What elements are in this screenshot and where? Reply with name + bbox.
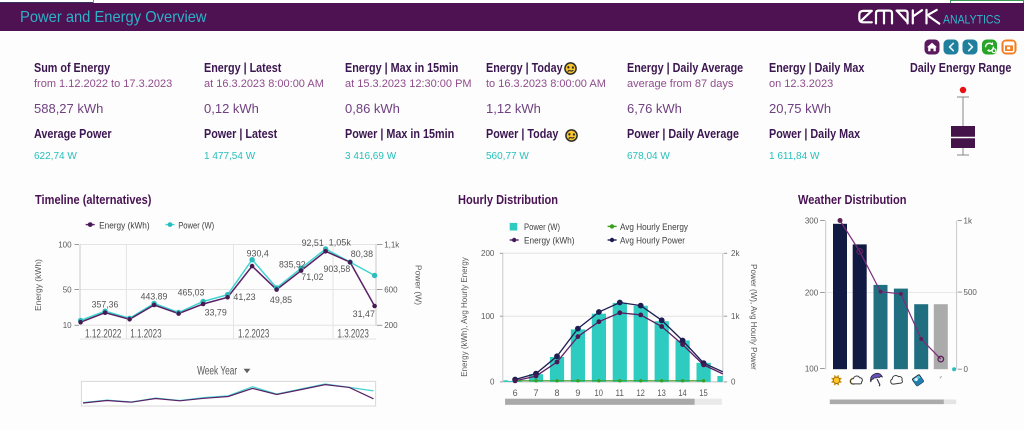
svg-text:300: 300 (805, 216, 819, 225)
svg-text:33,79: 33,79 (205, 308, 227, 319)
svg-text:200: 200 (384, 321, 398, 330)
svg-text:13: 13 (657, 388, 665, 398)
svg-text:71,02: 71,02 (301, 272, 323, 283)
svg-text:10: 10 (595, 388, 603, 398)
svg-text:10: 10 (63, 321, 72, 330)
svg-text:80,38: 80,38 (351, 249, 373, 260)
svg-text:Energy (kWh): Energy (kWh) (524, 236, 575, 246)
svg-text:11: 11 (616, 388, 624, 398)
svg-text:1.3.2023: 1.3.2023 (338, 327, 370, 341)
svg-text:31,47: 31,47 (353, 309, 375, 320)
svg-text:9: 9 (575, 388, 580, 398)
svg-text:357,36: 357,36 (92, 300, 119, 311)
svg-text:12: 12 (636, 388, 644, 398)
svg-text:443.89: 443.89 (141, 291, 168, 302)
svg-text:100: 100 (805, 364, 819, 373)
svg-text:49,85: 49,85 (270, 295, 292, 306)
svg-text:Power (W): Power (W) (178, 220, 214, 230)
svg-text:Power (W), Avg Hourly Power: Power (W), Avg Hourly Power (749, 264, 758, 370)
svg-text:100: 100 (481, 312, 495, 321)
svg-text:8: 8 (554, 388, 559, 398)
svg-text:1k: 1k (964, 216, 973, 225)
svg-text:7: 7 (534, 388, 539, 398)
svg-text:Energy (kWh): Energy (kWh) (99, 220, 150, 230)
svg-text:50: 50 (63, 285, 72, 294)
svg-text:Power (W): Power (W) (414, 265, 424, 305)
svg-text:ANALYTICS: ANALYTICS (943, 15, 1001, 27)
svg-text:600: 600 (384, 285, 398, 294)
svg-text:100: 100 (58, 240, 72, 249)
svg-text:1.1.2023: 1.1.2023 (130, 327, 162, 341)
svg-text:1,1k: 1,1k (384, 240, 400, 249)
svg-text:41,23: 41,23 (233, 292, 255, 303)
svg-text:930,4: 930,4 (247, 248, 269, 259)
svg-text:Power (W): Power (W) (524, 222, 560, 232)
svg-text:0: 0 (490, 378, 495, 387)
svg-text:Energy (kWh): Energy (kWh) (33, 259, 43, 311)
svg-text:Avg Hourly Energy: Avg Hourly Energy (620, 222, 688, 232)
svg-text:2k: 2k (731, 249, 740, 258)
svg-text:200: 200 (481, 249, 495, 258)
svg-text:1.2.2023: 1.2.2023 (238, 327, 270, 341)
svg-text:Avg Hourly Power: Avg Hourly Power (620, 236, 685, 246)
svg-text:1.12.2022: 1.12.2022 (85, 327, 122, 341)
svg-text:14: 14 (678, 388, 686, 398)
svg-text:465,03: 465,03 (178, 288, 205, 299)
svg-text:0: 0 (731, 378, 736, 387)
svg-text:1k: 1k (731, 312, 740, 321)
svg-text:92,51: 92,51 (302, 238, 324, 249)
svg-text:1,05k: 1,05k (329, 237, 351, 248)
svg-text:6: 6 (513, 388, 518, 398)
svg-text:903,58: 903,58 (324, 264, 351, 275)
svg-text:835,92: 835,92 (279, 259, 306, 270)
svg-text:Energy (kWh), Avg Hourly Energ: Energy (kWh), Avg Hourly Energy (460, 257, 469, 376)
svg-text:500: 500 (964, 288, 978, 297)
svg-text:0: 0 (964, 365, 969, 374)
svg-text:15: 15 (699, 388, 707, 398)
svg-text:200: 200 (805, 288, 819, 297)
svg-text:Week Year: Week Year (197, 366, 237, 378)
